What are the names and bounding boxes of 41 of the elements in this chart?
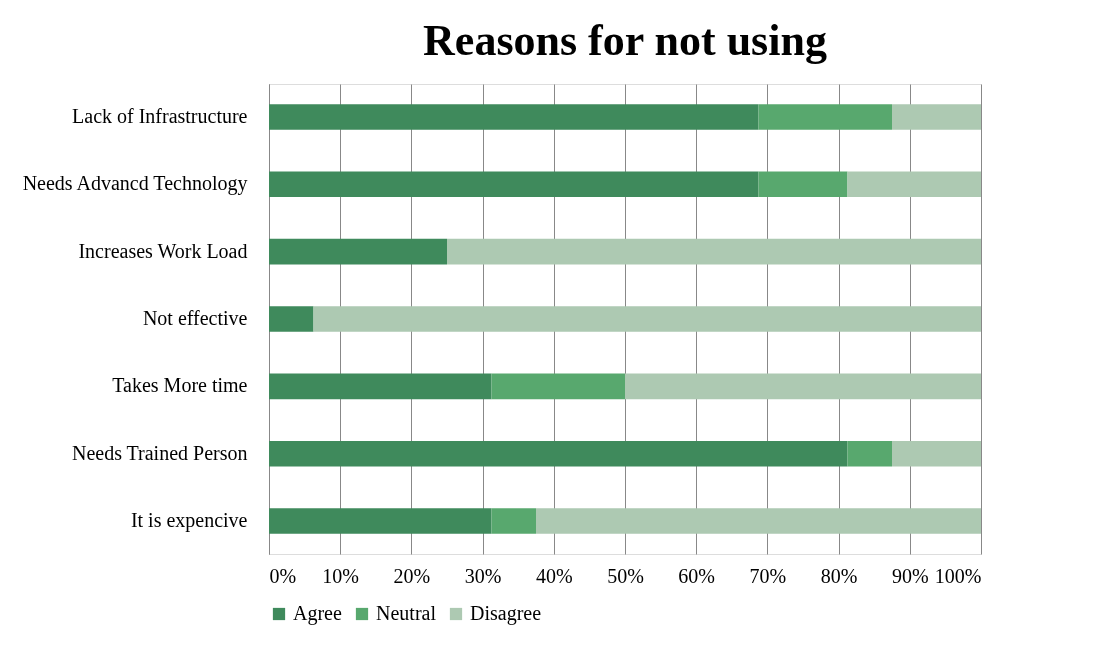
bar [269,373,492,400]
bar [491,373,625,400]
legend-label: Disagree [470,602,542,625]
x-tick-label: 80% [820,564,858,587]
y-tick-label: It is expencive [130,509,248,533]
bar [269,508,492,534]
x-tick-label: 30% [464,564,502,587]
chart-title: Reasons for not using [423,16,827,65]
bar [892,440,981,467]
x-tick-label: 90% [891,564,929,587]
y-tick-label: Takes More time [112,374,248,397]
bar [892,104,981,130]
legend-label: Agree [293,602,342,625]
x-tick-label: 70% [749,564,787,587]
bar [447,238,981,265]
x-tick-label: 100% [934,564,982,587]
x-tick-label: 40% [535,564,573,587]
y-tick-label: Needs Advancd Technology [22,172,248,196]
bar [269,104,759,130]
bar [847,440,892,467]
y-tick-label: Lack of Infrastructure [72,104,248,127]
y-tick-label: Not effective [142,307,248,329]
bar [269,171,759,198]
x-tick-label: 60% [678,564,716,587]
bar [313,306,981,332]
y-tick-label: Needs Trained Person [71,441,248,464]
x-tick-label: 0% [269,564,297,587]
bar [625,373,981,400]
bar [758,171,848,198]
x-tick-label: 10% [322,564,360,587]
y-tick-label: Increases Work Load [78,239,248,262]
legend-label: Neutral [376,602,437,624]
x-tick-label: 50% [607,564,644,587]
bar [758,104,892,130]
bar [536,508,981,534]
bar [269,238,447,265]
bar [491,508,536,534]
x-tick-label: 20% [393,564,431,587]
bar [847,171,981,198]
bar [269,440,848,467]
bar [269,306,314,332]
